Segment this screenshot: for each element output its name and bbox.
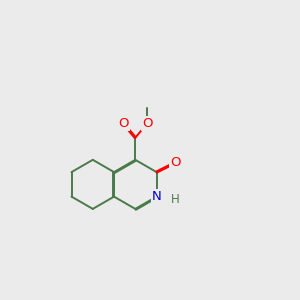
Text: H: H	[171, 193, 180, 206]
Text: O: O	[142, 117, 153, 130]
Text: O: O	[170, 156, 181, 169]
Text: N: N	[152, 190, 161, 203]
Text: O: O	[118, 117, 128, 130]
